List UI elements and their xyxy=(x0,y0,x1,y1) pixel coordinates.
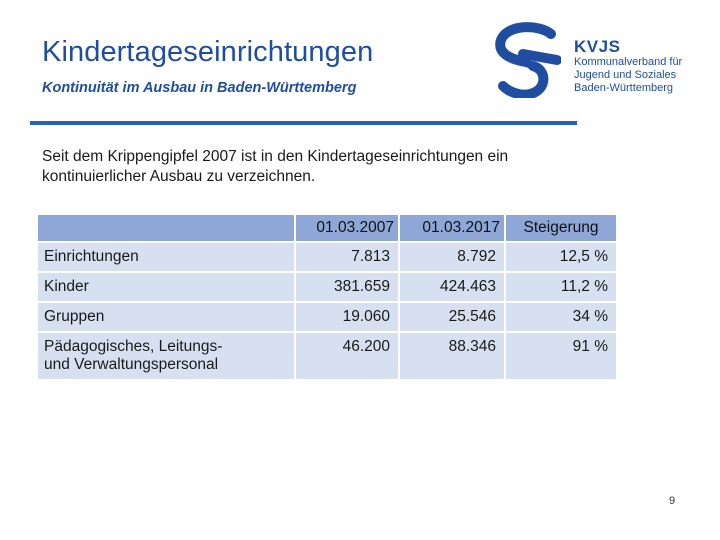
page-number: 9 xyxy=(669,495,676,507)
intro-text: Seit dem Krippengipfel 2007 ist in den K… xyxy=(42,147,642,187)
table-row: Pädagogisches, Leitungs- und Verwaltungs… xyxy=(38,333,616,379)
table-row: Kinder 381.659 424.463 11,2 % xyxy=(38,273,616,301)
value-2007: 381.659 xyxy=(296,273,398,301)
row-label: Pädagogisches, Leitungs- und Verwaltungs… xyxy=(38,333,294,379)
logo-abbreviation: KVJS xyxy=(574,37,621,56)
kvjs-logo-icon xyxy=(495,22,561,98)
logo-line-3: Baden-Württemberg xyxy=(574,82,674,94)
value-change: 12,5 % xyxy=(506,243,616,271)
row-label-line-2: und Verwaltungspersonal xyxy=(44,356,219,373)
value-2007: 19.060 xyxy=(296,303,398,331)
value-change: 34 % xyxy=(506,303,616,331)
title-divider xyxy=(30,121,577,125)
statistics-table: 01.03.2007 01.03.2017 Steigerung Einrich… xyxy=(36,213,618,381)
intro-line-1: Seit dem Krippengipfel 2007 ist in den K… xyxy=(42,148,509,165)
logo-line-1: Kommunalverband für xyxy=(574,56,683,68)
value-2017: 88.346 xyxy=(400,333,504,379)
kvjs-logo-text: KVJS Kommunalverband für Jugend und Sozi… xyxy=(574,38,682,95)
value-2007: 46.200 xyxy=(296,333,398,379)
table-header-blank xyxy=(38,215,294,241)
value-change: 91 % xyxy=(506,333,616,379)
table-header-change: Steigerung xyxy=(506,215,616,241)
value-2017: 424.463 xyxy=(400,273,504,301)
value-2017: 25.546 xyxy=(400,303,504,331)
intro-line-2: kontinuierlicher Ausbau zu verzeichnen. xyxy=(42,168,316,185)
table-row: Einrichtungen 7.813 8.792 12,5 % xyxy=(38,243,616,271)
logo-line-2: Jugend und Soziales xyxy=(574,69,677,81)
page-subtitle: Kontinuität im Ausbau in Baden-Württembe… xyxy=(42,80,357,96)
row-label: Gruppen xyxy=(38,303,294,331)
value-change: 11,2 % xyxy=(506,273,616,301)
table-header-2007: 01.03.2007 xyxy=(296,215,398,241)
row-label-line-1: Pädagogisches, Leitungs- xyxy=(44,338,223,355)
row-label: Kinder xyxy=(38,273,294,301)
table-row: Gruppen 19.060 25.546 34 % xyxy=(38,303,616,331)
value-2007: 7.813 xyxy=(296,243,398,271)
value-2017: 8.792 xyxy=(400,243,504,271)
table-header-2017: 01.03.2017 xyxy=(400,215,504,241)
table-header-row: 01.03.2007 01.03.2017 Steigerung xyxy=(38,215,616,241)
page-title: Kindertageseinrichtungen xyxy=(42,36,374,68)
row-label: Einrichtungen xyxy=(38,243,294,271)
